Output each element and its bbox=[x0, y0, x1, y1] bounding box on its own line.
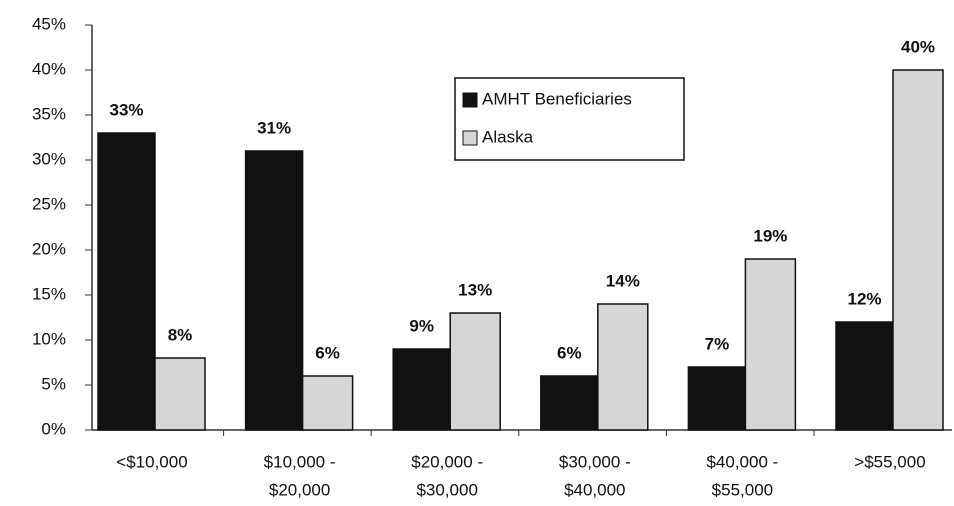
y-tick-label: 25% bbox=[32, 194, 66, 213]
y-tick-label: 10% bbox=[32, 329, 66, 348]
value-label: 6% bbox=[557, 343, 582, 362]
bar bbox=[244, 150, 304, 431]
value-label: 9% bbox=[409, 316, 434, 335]
legend-swatch bbox=[462, 92, 478, 108]
bar bbox=[154, 357, 206, 431]
value-label: 19% bbox=[753, 226, 787, 245]
y-tick-label: 15% bbox=[32, 284, 66, 303]
bar bbox=[744, 258, 797, 431]
bar bbox=[97, 132, 156, 431]
y-tick-label: 40% bbox=[32, 59, 66, 78]
legend-label: Alaska bbox=[482, 127, 534, 146]
bar bbox=[301, 375, 354, 431]
legend-swatch bbox=[462, 130, 478, 146]
bar bbox=[540, 375, 599, 431]
bar bbox=[892, 69, 944, 431]
bar bbox=[597, 303, 649, 431]
value-label: 13% bbox=[458, 280, 492, 299]
x-tick-label: $30,000 - bbox=[559, 452, 631, 471]
bar bbox=[687, 366, 747, 431]
x-tick-label: $30,000 bbox=[416, 480, 477, 499]
bar bbox=[835, 321, 894, 431]
x-tick-label: $10,000 - bbox=[264, 452, 336, 471]
y-tick-label: 0% bbox=[41, 419, 66, 438]
value-label: 6% bbox=[315, 343, 340, 362]
legend-box bbox=[454, 77, 685, 161]
value-label: 8% bbox=[168, 325, 193, 344]
x-tick-label: $40,000 bbox=[564, 480, 625, 499]
legend-label: AMHT Beneficiaries bbox=[482, 89, 632, 108]
y-tick-label: 30% bbox=[32, 149, 66, 168]
x-tick-label: $20,000 - bbox=[411, 452, 483, 471]
bar bbox=[449, 312, 501, 431]
x-tick-label: <$10,000 bbox=[116, 452, 187, 471]
x-tick-label: >$55,000 bbox=[854, 452, 925, 471]
x-tick-label: $40,000 - bbox=[706, 452, 778, 471]
value-label: 31% bbox=[257, 118, 291, 137]
bar bbox=[392, 348, 451, 431]
y-tick-label: 45% bbox=[32, 14, 66, 33]
value-label: 33% bbox=[109, 100, 143, 119]
value-label: 12% bbox=[847, 289, 881, 308]
y-tick-label: 35% bbox=[32, 104, 66, 123]
x-tick-label: $20,000 bbox=[269, 480, 330, 499]
value-label: 14% bbox=[606, 271, 640, 290]
y-tick-label: 20% bbox=[32, 239, 66, 258]
value-label: 7% bbox=[705, 334, 730, 353]
y-tick-label: 5% bbox=[41, 374, 66, 393]
x-tick-label: $55,000 bbox=[712, 480, 773, 499]
value-label: 40% bbox=[901, 37, 935, 56]
